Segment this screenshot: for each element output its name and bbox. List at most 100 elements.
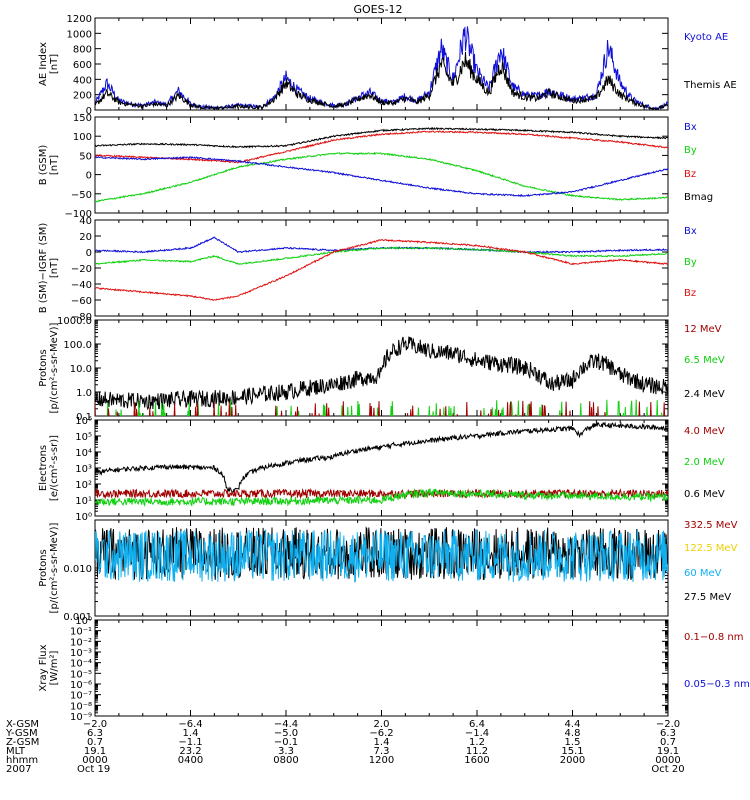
x-row-value: 15.1 bbox=[561, 746, 583, 757]
legend-entry: Bmag bbox=[684, 192, 713, 203]
y-tick-label: 600 bbox=[73, 60, 92, 71]
y-axis-label-line: [e/(cm²-s-sr)] bbox=[49, 435, 60, 501]
y-tick-label: 0.010 bbox=[63, 564, 92, 575]
x-row-value: 0400 bbox=[178, 755, 203, 766]
series-group bbox=[95, 236, 668, 301]
x-row-value: 19.1 bbox=[657, 746, 679, 757]
y-axis-label-line: Xray Flux bbox=[38, 644, 49, 691]
y-tick-label: 10⁰ bbox=[75, 616, 92, 627]
x-row-value: −4.4 bbox=[274, 719, 298, 730]
y-tick-label: −40 bbox=[71, 280, 92, 291]
legend-entry: Bz bbox=[684, 288, 696, 299]
y-tick-label: 10⁻⁷ bbox=[70, 691, 92, 702]
y-axis-label: B (GSM)[nT] bbox=[38, 145, 60, 186]
x-row-value: −6.4 bbox=[178, 719, 202, 730]
legend-entry: Bx bbox=[684, 122, 697, 133]
y-tick-label: 0 bbox=[86, 106, 92, 117]
series-group bbox=[95, 26, 668, 110]
y-axis-label-line: [nT] bbox=[49, 258, 60, 278]
x-row-value: 4.8 bbox=[565, 728, 581, 739]
legend-entry: 0.6 MeV bbox=[684, 489, 725, 500]
y-tick-label: 0 bbox=[86, 171, 92, 182]
x-axis-ephemeris-table: X-GSM −2.0 −6.4 −4.4 2.0 6.4 4.4 −2.0 Y-GSM 6.3 1.… bbox=[5, 719, 685, 775]
legend-entry: 2.4 MeV bbox=[684, 389, 725, 400]
y-axis-label-line: [p/(cm²-s-sr-MeV)] bbox=[49, 322, 60, 413]
series-line-0-6-mev bbox=[95, 421, 668, 493]
y-axis-label: Electrons[e/(cm²-s-sr)] bbox=[38, 435, 60, 501]
y-tick-label: 1200 bbox=[67, 14, 92, 25]
y-tick-label: 100 bbox=[73, 132, 92, 143]
legend-entry: 12 MeV bbox=[684, 324, 722, 335]
y-axis-label: B (SM)−IGRF (SM)[nT] bbox=[38, 223, 60, 314]
y-axis-label-line: [nT] bbox=[49, 54, 60, 74]
x-row-value: 1.4 bbox=[374, 737, 390, 748]
y-tick-label: −50 bbox=[71, 190, 92, 201]
x-row-label: Z-GSM bbox=[6, 737, 39, 748]
x-row-value: 2.0 bbox=[374, 719, 390, 730]
series-group bbox=[95, 526, 668, 583]
y-tick-label: 0.1 bbox=[76, 412, 92, 423]
y-tick-label: −100 bbox=[65, 209, 92, 220]
y-tick-label: 10³ bbox=[75, 464, 92, 475]
x-row-value: −6.2 bbox=[369, 728, 393, 739]
series-line-bmag bbox=[95, 126, 668, 149]
series-line-bz bbox=[95, 130, 668, 164]
y-tick-label: −60 bbox=[71, 296, 92, 307]
x-row-value: 6.3 bbox=[660, 728, 676, 739]
series-line-themis-ae bbox=[95, 51, 668, 110]
legend-entry: 122.5 MeV bbox=[684, 543, 738, 554]
x-row-label: 2007 bbox=[6, 764, 31, 775]
y-tick-label: 1000 bbox=[67, 29, 92, 40]
y-tick-label: 400 bbox=[73, 75, 92, 86]
y-tick-label: 10⁴ bbox=[75, 448, 92, 459]
y-tick-label: 10⁻¹ bbox=[70, 627, 92, 638]
x-row-value: −2.0 bbox=[83, 719, 107, 730]
series-line-by bbox=[95, 246, 668, 265]
legend-entry: Themis AE bbox=[683, 80, 737, 91]
x-row-value: 6.3 bbox=[87, 728, 103, 739]
x-row-value: 11.2 bbox=[466, 746, 488, 757]
y-tick-label: 10⁻⁹ bbox=[70, 712, 92, 723]
legend-entry: 60 MeV bbox=[684, 568, 722, 579]
y-tick-label: 10⁻³ bbox=[70, 648, 92, 659]
legend-entry: 332.5 MeV bbox=[684, 520, 738, 531]
x-row-label: Y-GSM bbox=[5, 728, 38, 739]
y-tick-label: 100.0 bbox=[63, 340, 92, 351]
x-row-value: 0.7 bbox=[660, 737, 676, 748]
y-tick-label: 0.001 bbox=[63, 612, 92, 623]
y-axis-label-line: [p/(cm²-s-sr-MeV)] bbox=[49, 522, 60, 613]
legend-entry: By bbox=[684, 145, 697, 156]
y-axis-label-line: Protons bbox=[38, 349, 49, 386]
x-row-value: −2.0 bbox=[656, 719, 680, 730]
y-axis-label-line: Protons bbox=[38, 549, 49, 586]
x-row-value: −0.1 bbox=[274, 737, 298, 748]
series-line-bz bbox=[95, 238, 668, 301]
series-line-2-4-mev bbox=[95, 336, 668, 411]
panel-ae: 0 200 400 600 800 1000 1200 AE Index[nT] Kyoto A… bbox=[38, 14, 737, 117]
panel-bsm_igrf: −80 −60 −40 −20 0 20 40 B (SM)−IGRF (SM)[nT] Bx B… bbox=[38, 216, 697, 323]
y-axis-label: Xray Flux[W/m²] bbox=[38, 644, 60, 691]
y-axis-label-line: [W/m²] bbox=[49, 650, 60, 685]
y-tick-label: 150 bbox=[73, 113, 92, 124]
y-tick-label: 10⁻⁶ bbox=[70, 680, 92, 691]
y-tick-label: 1000.0 bbox=[57, 316, 92, 327]
y-axis-label: AE Index[nT] bbox=[38, 42, 60, 86]
y-tick-label: −80 bbox=[71, 312, 92, 323]
x-row-label: MLT bbox=[6, 746, 26, 757]
x-row-value: 1.4 bbox=[183, 728, 199, 739]
y-tick-label: 800 bbox=[73, 45, 92, 56]
x-row-value: 19.1 bbox=[84, 746, 106, 757]
y-axis-label-line: [nT] bbox=[49, 155, 60, 175]
y-axis-label: Protons[p/(cm²-s-sr-MeV)] bbox=[38, 522, 60, 613]
legend-entry: Kyoto AE bbox=[684, 32, 728, 43]
x-row-value: 0000 bbox=[655, 755, 680, 766]
legend-entry: Bz bbox=[684, 169, 696, 180]
x-row-value: 1.5 bbox=[565, 737, 581, 748]
x-row-value: Oct 20 bbox=[651, 764, 684, 775]
series-line-60-mev bbox=[95, 529, 668, 583]
x-row-value: 3.3 bbox=[278, 746, 294, 757]
